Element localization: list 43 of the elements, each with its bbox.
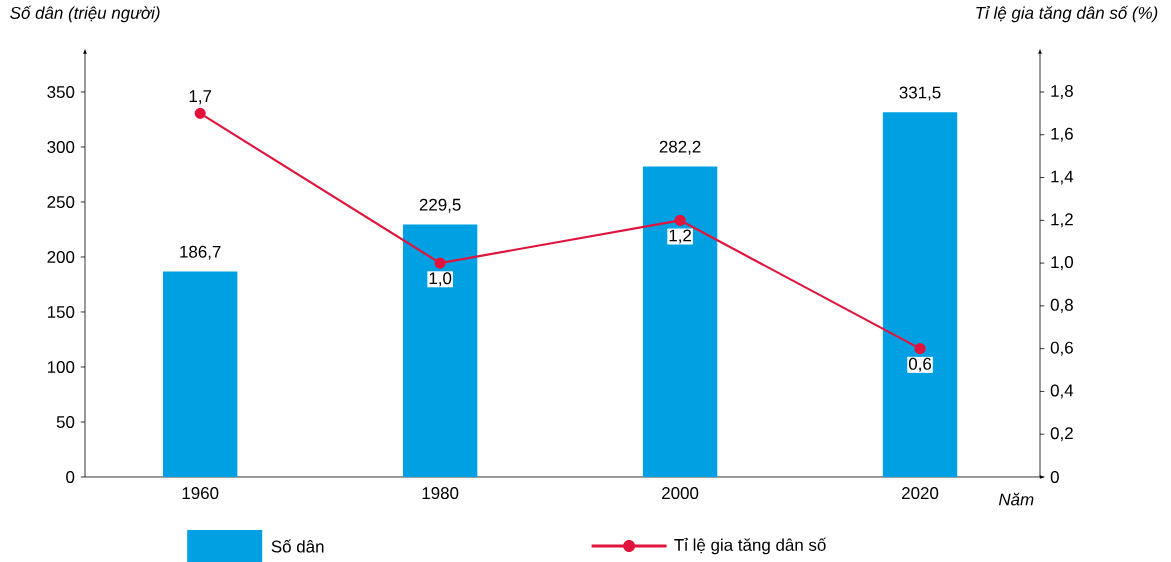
y2-tick-label: 1,0 bbox=[1051, 256, 1073, 271]
data-label: 1,7 bbox=[189, 90, 212, 105]
y2-tick-label: 1,6 bbox=[1051, 127, 1073, 142]
y-tick-label: 100 bbox=[47, 360, 75, 373]
x-tick-label: 1960 bbox=[182, 487, 219, 500]
data-label: 0,6 bbox=[908, 357, 932, 372]
data-label: 1,0 bbox=[429, 272, 452, 287]
y2-tick-label: 0,4 bbox=[1050, 384, 1074, 399]
y2-tick-label: 0,2 bbox=[1050, 427, 1073, 442]
y-tick-label: 350 bbox=[47, 85, 75, 98]
y-tick-label: 250 bbox=[47, 195, 75, 208]
x-tick-label: 2000 bbox=[662, 487, 699, 500]
bar bbox=[162, 271, 238, 477]
y2-tick-label: 1,2 bbox=[1051, 213, 1073, 228]
data-label: 1,2 bbox=[669, 229, 691, 244]
data-label: 331,5 bbox=[899, 86, 941, 101]
legend-label: Tỉ lệ gia tăng dân số bbox=[674, 537, 827, 555]
y-tick-label: 300 bbox=[47, 140, 75, 153]
bar bbox=[642, 166, 718, 477]
y-tick-label: 50 bbox=[56, 415, 75, 428]
x-tick-label: 1980 bbox=[422, 487, 459, 500]
y2-tick-label: 1,8 bbox=[1051, 84, 1073, 99]
x-tick-label: 2020 bbox=[902, 487, 939, 500]
bar bbox=[402, 224, 478, 477]
y-axis-title: Số dân (triệu người) bbox=[10, 5, 160, 23]
y2-axis-title: Tỉ lệ gia tăng dân số (%) bbox=[976, 5, 1158, 23]
y-tick-label: 150 bbox=[47, 305, 75, 318]
y2-tick-label: 0 bbox=[1050, 470, 1059, 483]
x-axis-title: Năm bbox=[998, 492, 1034, 506]
y-tick-label: 0 bbox=[66, 470, 75, 483]
y2-tick-label: 0,6 bbox=[1050, 341, 1073, 356]
point bbox=[914, 343, 926, 355]
bar bbox=[882, 112, 958, 477]
legend-label: Số dân bbox=[271, 539, 324, 553]
point bbox=[434, 257, 446, 269]
point bbox=[674, 214, 686, 226]
y2-tick-label: 1,4 bbox=[1051, 170, 1074, 185]
y2-tick-label: 0,8 bbox=[1050, 298, 1073, 313]
point bbox=[194, 107, 206, 119]
data-label: 229,5 bbox=[419, 198, 461, 213]
data-label: 282,2 bbox=[659, 140, 701, 155]
data-label: 186,7 bbox=[180, 245, 221, 260]
y-tick-label: 200 bbox=[47, 250, 75, 263]
